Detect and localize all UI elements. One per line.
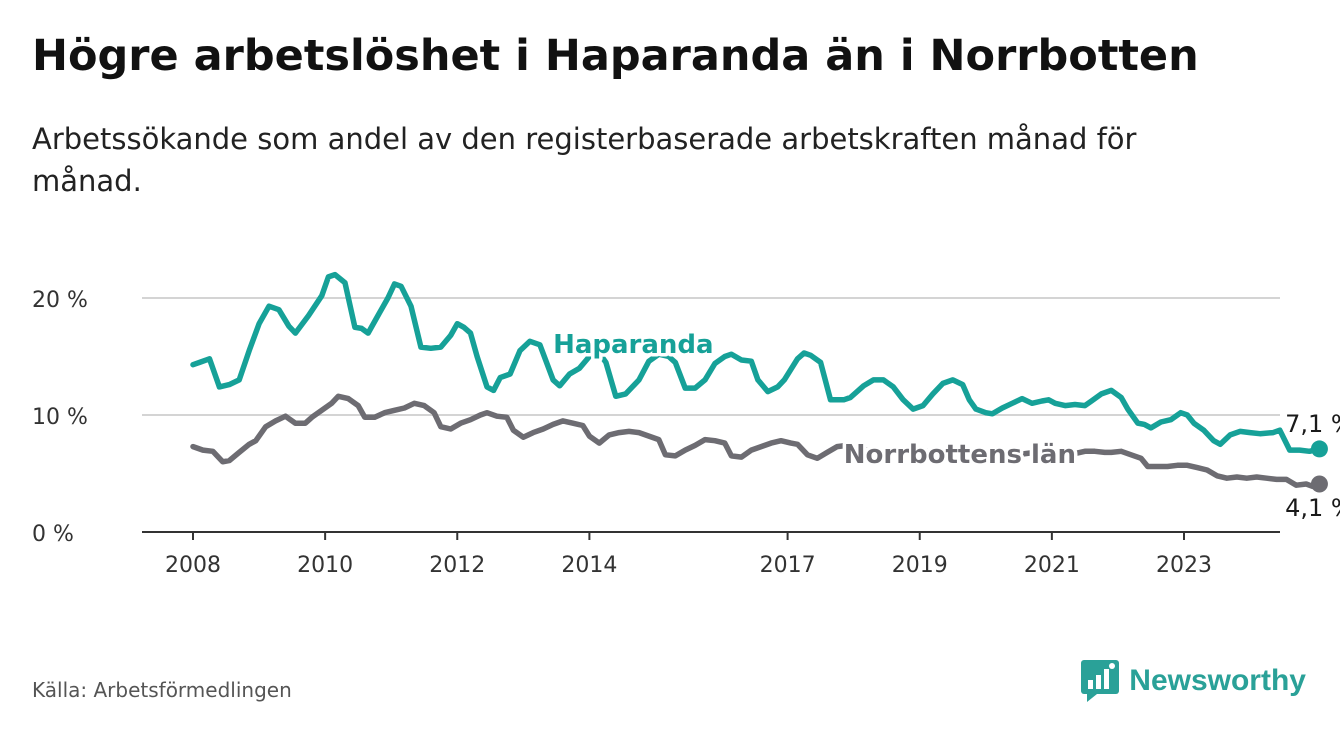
- x-tick-label: 2019: [892, 553, 948, 578]
- source-note: Källa: Arbetsförmedlingen: [32, 678, 292, 702]
- end-value-label: 4,1 %: [1285, 494, 1340, 522]
- brand-logo[interactable]: Newsworthy: [1081, 660, 1306, 702]
- label-haparanda: Haparanda: [553, 330, 714, 360]
- series-line-norrbotten: [190, 393, 1323, 490]
- x-tick-label: 2023: [1156, 553, 1212, 578]
- series-line-haparanda: [190, 271, 1323, 455]
- y-tick-label: 20 %: [32, 288, 88, 313]
- brand-name: Newsworthy: [1129, 664, 1306, 697]
- y-tick-label: 10 %: [32, 405, 88, 430]
- x-tick-label: 2014: [561, 553, 617, 578]
- grid-layer: 0 % 10 % 20 % 2008 2010 2012 2014 2017 2019 2021 2…: [32, 288, 1280, 578]
- series-layer: [190, 271, 1328, 493]
- x-tick-label: 2012: [429, 553, 485, 578]
- x-tick-label: 2021: [1024, 553, 1080, 578]
- x-tick-label: 2017: [760, 553, 816, 578]
- x-tick-label: 2010: [297, 553, 353, 578]
- line-chart: 0 % 10 % 20 % 2008 2010 2012 2014 2017 2019 2021 2…: [32, 271, 1340, 578]
- newsworthy-logo-icon: [1081, 660, 1120, 702]
- series-endpoint: [1310, 440, 1328, 458]
- series-endpoint: [1310, 475, 1328, 493]
- label-norrbotten: Norrbottens län: [844, 440, 1076, 470]
- x-tick-label: 2008: [165, 553, 221, 578]
- chart-title: Högre arbetslöshet i Haparanda än i Norr…: [32, 31, 1199, 81]
- end-value-label: 7,1 %: [1285, 410, 1340, 438]
- annotation-layer: 7,1 % 4,1 % Haparanda Norrbottens län: [550, 326, 1340, 524]
- chart-subtitle: Arbetssökande som andel av den registerb…: [32, 122, 1137, 199]
- y-tick-label: 0 %: [32, 522, 74, 547]
